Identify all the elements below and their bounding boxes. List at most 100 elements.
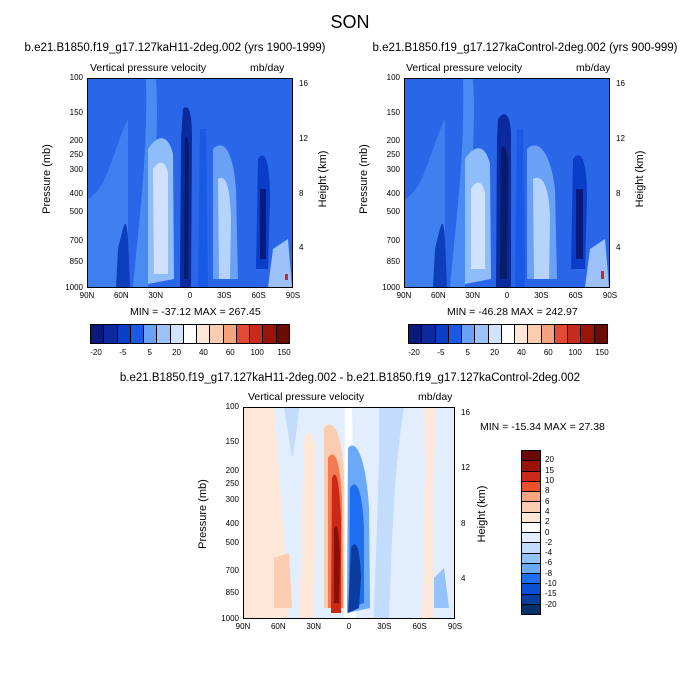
panel3-y2-axis-label: Height (km) — [476, 485, 488, 543]
panel1-colorbar — [90, 324, 290, 344]
x-tick-label: 30S — [217, 291, 232, 300]
colorbar-swatch — [522, 481, 540, 492]
panel2-y-axis-label: Pressure (mb) — [358, 144, 370, 214]
x-tick-label: 60N — [270, 622, 286, 631]
colorbar-label: -10 — [545, 579, 557, 589]
y-tick-label: 100 — [386, 73, 400, 82]
colorbar-swatch — [210, 325, 224, 343]
colorbar-label: 20 — [172, 348, 182, 357]
colorbar-label: 15 — [545, 465, 554, 475]
colorbar-label: -5 — [437, 348, 445, 357]
panel3-plot-area — [243, 407, 455, 619]
panel1-min-max: MIN = -37.12 MAX = 267.45 — [130, 306, 261, 318]
y-tick-label: 250 — [225, 479, 239, 489]
x-tick-label: 90S — [602, 291, 618, 300]
y-tick-label: 400 — [69, 188, 83, 198]
y-tick-label: 200 — [225, 465, 239, 475]
colorbar-label: 10 — [545, 475, 554, 485]
x-tick-label: 90S — [447, 622, 463, 631]
colorbar-swatch — [568, 325, 582, 343]
colorbar-swatch — [501, 325, 516, 343]
colorbar-swatch — [522, 594, 540, 605]
colorbar-swatch — [522, 471, 540, 482]
panel2-colorbar — [408, 324, 608, 344]
colorbar-swatch — [522, 502, 540, 513]
colorbar-swatch — [435, 325, 449, 343]
colorbar-label: 60 — [225, 348, 235, 357]
y-tick-label: 300 — [386, 165, 400, 175]
y2-tick-label: 4 — [616, 243, 621, 253]
y-tick-label: 500 — [386, 207, 400, 217]
colorbar-label: -20 — [545, 599, 557, 609]
colorbar-swatch — [475, 325, 489, 343]
y-tick-label: 400 — [386, 188, 400, 198]
x-tick-label: 0 — [504, 291, 510, 300]
x-tick-label: 0 — [346, 622, 352, 631]
x-tick-label: 90S — [285, 291, 301, 300]
y-tick-label: 150 — [225, 436, 239, 446]
y2-tick-label: 8 — [299, 188, 304, 198]
colorbar-label: -15 — [545, 589, 557, 599]
panel1-plot-area — [87, 78, 293, 288]
y-tick-label: 700 — [69, 235, 83, 245]
x-tick-label: 0 — [187, 291, 193, 300]
colorbar-label: -5 — [119, 348, 127, 357]
colorbar-swatch — [236, 325, 251, 343]
panel1-y2-axis-label: Height (km) — [317, 150, 329, 208]
colorbar-swatch — [522, 543, 540, 554]
colorbar-label: 40 — [198, 348, 208, 357]
colorbar-label: -4 — [545, 548, 553, 558]
colorbar-swatch — [117, 325, 131, 343]
x-tick-label: 90N — [235, 622, 251, 631]
colorbar-swatch — [522, 461, 540, 472]
colorbar-swatch — [522, 584, 540, 595]
colorbar-swatch — [104, 325, 118, 343]
x-tick-label: 30N — [465, 291, 480, 300]
y2-tick-label: 8 — [616, 188, 621, 198]
panel2-title: b.e21.B1850.f19_g17.127kaControl-2deg.00… — [372, 42, 678, 54]
y2-tick-label: 12 — [461, 463, 470, 473]
colorbar-label: 20 — [545, 455, 554, 465]
colorbar-swatch — [522, 604, 540, 614]
colorbar-label: -6 — [545, 558, 553, 568]
y-tick-label: 100 — [69, 73, 83, 82]
colorbar-swatch — [183, 325, 198, 343]
y-tick-label: 1000 — [382, 283, 400, 292]
colorbar-label: 150 — [595, 348, 609, 357]
colorbar-swatch — [522, 492, 540, 503]
colorbar-swatch — [522, 563, 540, 574]
y-tick-label: 700 — [225, 566, 239, 576]
y-tick-label: 250 — [69, 149, 83, 159]
y2-tick-label: 16 — [461, 408, 470, 418]
colorbar-swatch — [157, 325, 171, 343]
colorbar-swatch — [197, 325, 211, 343]
colorbar-label: 5 — [465, 348, 470, 357]
panel2-heatmap — [405, 79, 609, 287]
colorbar-swatch — [276, 325, 289, 343]
panel1-units-label: mb/day — [250, 62, 285, 74]
y-tick-label: 500 — [225, 537, 239, 547]
colorbar-swatch — [522, 451, 540, 462]
colorbar-swatch — [250, 325, 264, 343]
x-tick-label: 30N — [306, 622, 321, 631]
colorbar-label: 4 — [545, 506, 550, 516]
colorbar-label: 150 — [277, 348, 291, 357]
colorbar-label: 100 — [250, 348, 264, 357]
y-tick-label: 1000 — [221, 614, 239, 623]
y2-tick-label: 16 — [299, 79, 308, 89]
panel3-min-max: MIN = -15.34 MAX = 27.38 — [480, 421, 605, 433]
colorbar-swatch — [528, 325, 542, 343]
y2-tick-label: 4 — [299, 243, 304, 253]
colorbar-swatch — [554, 325, 569, 343]
colorbar-label: 2 — [545, 517, 550, 527]
colorbar-swatch — [522, 512, 540, 523]
y-tick-label: 400 — [225, 518, 239, 528]
panel2-variable-label: Vertical pressure velocity — [406, 62, 523, 74]
colorbar-label: -2 — [545, 537, 553, 547]
panel2-units-label: mb/day — [576, 62, 611, 74]
panel1-variable-label: Vertical pressure velocity — [90, 62, 207, 74]
x-tick-label: 90N — [396, 291, 412, 300]
colorbar-swatch — [541, 325, 555, 343]
y-tick-label: 1000 — [65, 283, 83, 292]
colorbar-swatch — [448, 325, 463, 343]
